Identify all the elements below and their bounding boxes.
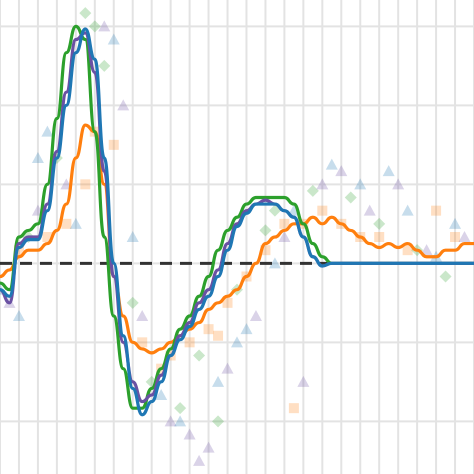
scatter-point-purple bbox=[335, 165, 348, 177]
scatter-point-green bbox=[126, 296, 139, 309]
scatter-point-green bbox=[344, 191, 357, 204]
scatter-point-purple bbox=[458, 231, 471, 242]
series-line-blue bbox=[0, 27, 474, 417]
scatter-point-purple bbox=[221, 362, 234, 374]
scatter-point-green bbox=[259, 224, 272, 237]
scatter-point-orange bbox=[108, 139, 119, 150]
scatter-point-purple bbox=[117, 99, 130, 111]
scatter-point-purple bbox=[420, 244, 433, 256]
scatter-point-blue bbox=[31, 152, 44, 163]
series-lines bbox=[0, 24, 474, 417]
scatter-point-orange bbox=[222, 297, 233, 308]
scatter-point-green bbox=[79, 7, 92, 20]
scatter-point-green bbox=[174, 402, 187, 415]
scatter-point-blue bbox=[382, 165, 395, 177]
scatter-point-green bbox=[193, 349, 206, 362]
scatter-point-blue bbox=[212, 375, 225, 387]
scatter-point-purple bbox=[316, 178, 329, 190]
scatter-point-green bbox=[88, 20, 101, 33]
scatter-point-orange bbox=[137, 337, 148, 348]
scatter-point-purple bbox=[202, 441, 215, 453]
scatter-point-blue bbox=[69, 217, 82, 229]
scatter-point-orange bbox=[374, 232, 385, 242]
scatter-point-purple bbox=[193, 454, 206, 466]
scatter-point-purple bbox=[363, 204, 376, 216]
scatter-point-purple bbox=[249, 310, 262, 321]
scatter-point-blue bbox=[155, 389, 168, 400]
scatter-point-orange bbox=[402, 245, 413, 256]
scatter-point-purple bbox=[392, 178, 405, 190]
scatter-point-purple bbox=[98, 20, 111, 32]
scatter-point-blue bbox=[231, 336, 243, 348]
scatter-point-orange bbox=[450, 232, 461, 242]
scatter-point-green bbox=[98, 59, 111, 72]
scatter-point-orange bbox=[80, 179, 91, 190]
scatter-point-purple bbox=[183, 428, 196, 440]
series-line-orange bbox=[0, 123, 474, 355]
scatter-point-blue bbox=[268, 257, 281, 269]
scatter-point-green bbox=[373, 217, 386, 230]
scatter-point-orange bbox=[42, 232, 53, 242]
scatter-point-purple bbox=[278, 231, 291, 242]
scatter-point-green bbox=[306, 184, 319, 197]
scatter-point-blue bbox=[174, 415, 187, 427]
scatter-point-blue bbox=[41, 125, 54, 137]
scatter-point-blue bbox=[240, 323, 253, 335]
scatter-point-orange bbox=[184, 337, 195, 348]
scatter-point-orange bbox=[317, 205, 328, 216]
scatter-point-purple bbox=[164, 415, 177, 427]
scatter-point-green bbox=[439, 270, 452, 283]
scatter-point-blue bbox=[107, 33, 120, 45]
scatter-point-orange bbox=[13, 245, 24, 256]
scatter-point-blue bbox=[449, 217, 462, 229]
scatter-point-orange bbox=[213, 330, 224, 341]
scatter-point-blue bbox=[401, 204, 414, 216]
scatter-point-blue bbox=[12, 310, 25, 321]
scatter-point-purple bbox=[297, 375, 310, 387]
scatter-point-orange bbox=[203, 324, 214, 335]
scatter-point-purple bbox=[136, 310, 149, 321]
scatter-point-orange bbox=[279, 218, 290, 229]
scatter-point-orange bbox=[61, 218, 72, 229]
scatter-point-orange bbox=[431, 205, 442, 216]
scatter-point-green bbox=[212, 415, 225, 428]
scatter-point-orange bbox=[260, 245, 271, 256]
scatter-point-blue bbox=[126, 231, 139, 242]
scatter-point-blue bbox=[354, 178, 367, 190]
scatter-point-blue bbox=[325, 158, 338, 170]
scatter-point-orange bbox=[288, 403, 299, 414]
